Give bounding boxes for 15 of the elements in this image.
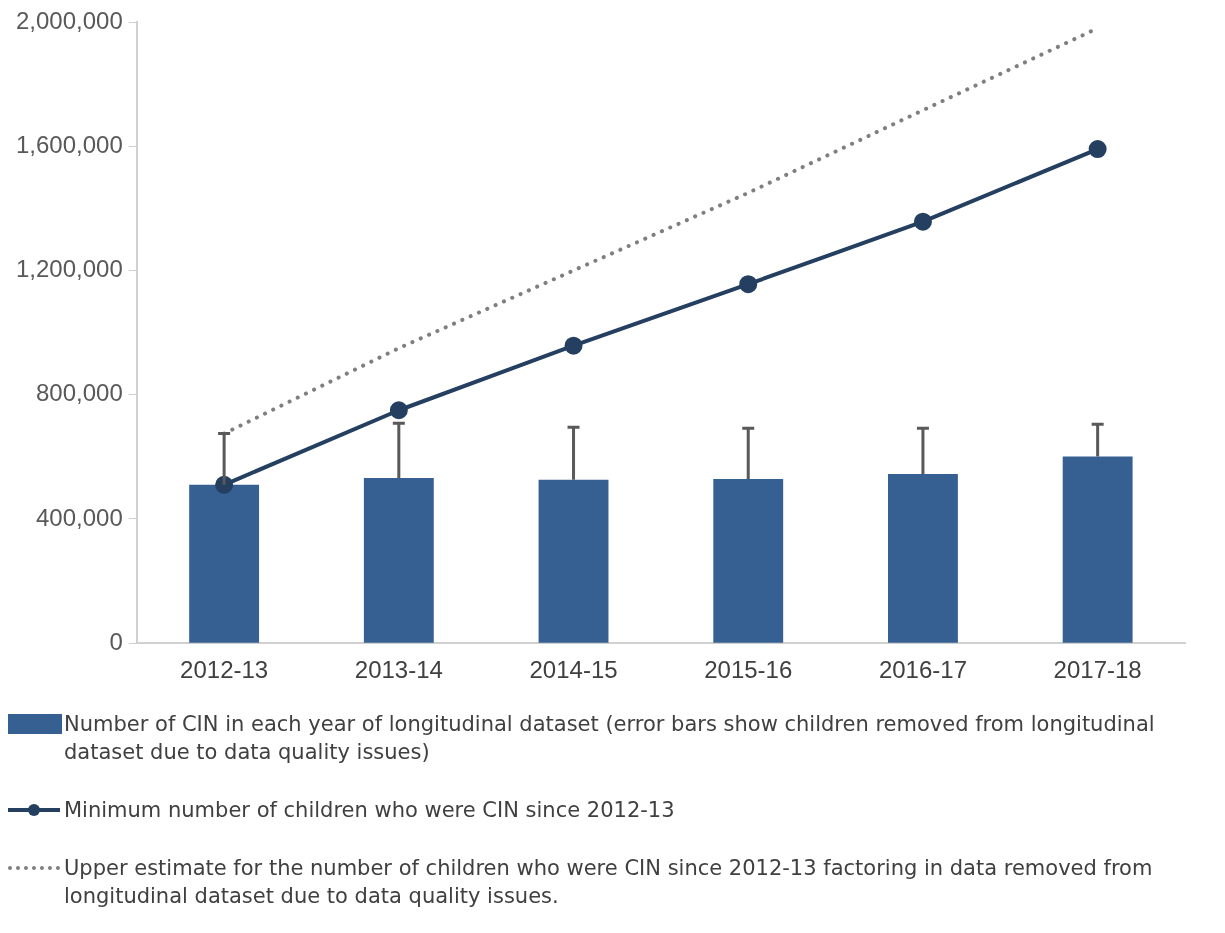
y-tick-label: 800,000 (36, 379, 123, 407)
y-tick-label: 1,600,000 (15, 130, 123, 158)
y-tick-label: 400,000 (36, 503, 123, 531)
x-tick-label: 2015-16 (704, 656, 793, 684)
x-tick-label: 2014-15 (529, 656, 618, 684)
legend-label: Minimum number of children who were CIN since 2012-13 (64, 797, 676, 824)
legend-label: Upper estimate for the number of children who were CIN since 2012-13 factoring in data removed from longitudinal dataset due to data quality issues. (64, 855, 1154, 910)
x-tick-label: 2016-17 (878, 656, 967, 684)
x-tick-label: 2012-13 (180, 656, 269, 684)
legend-label: Number of CIN in each year of longitudinal dataset (error bars show children removed from longitudinal dataset due to data quality issues) (64, 711, 1156, 766)
x-tick-label: 2013-14 (354, 656, 443, 684)
y-tick-label: 2,000,000 (15, 6, 123, 34)
y-tick-label: 0 (109, 627, 123, 655)
y-tick-label: 1,200,000 (15, 255, 123, 283)
x-tick-label: 2017-18 (1053, 656, 1142, 684)
